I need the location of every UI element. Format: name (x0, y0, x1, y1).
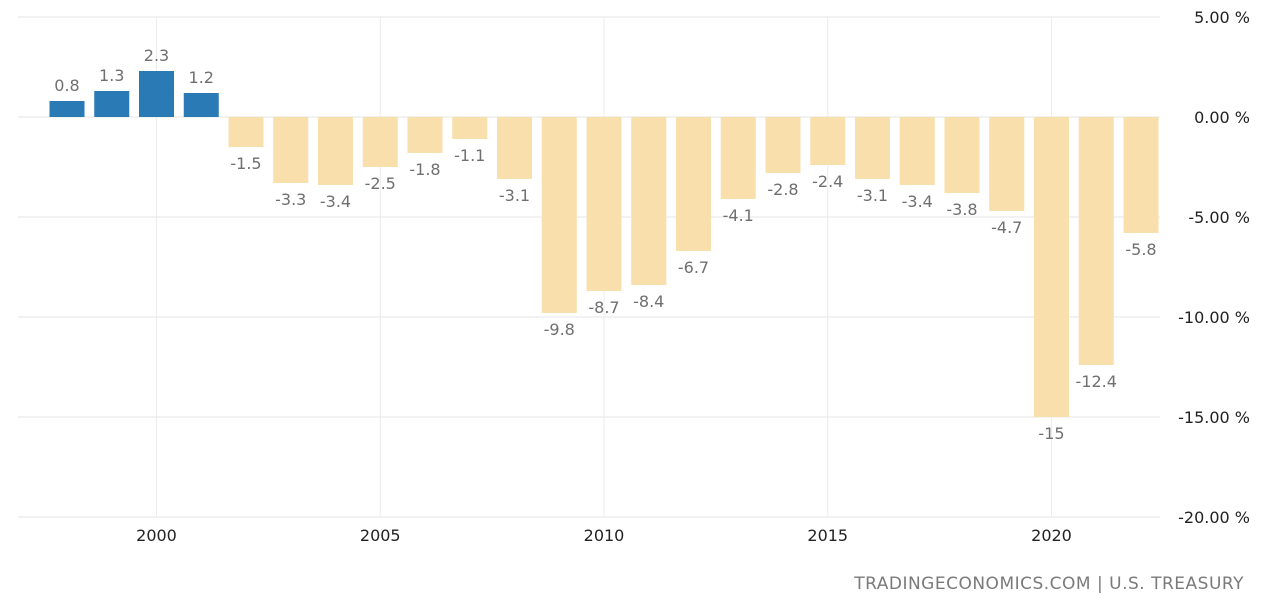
bar-1998 (49, 101, 85, 117)
data-label-2014: -2.8 (767, 180, 798, 199)
bar-2014 (765, 117, 801, 173)
data-label-2012: -6.7 (678, 258, 709, 277)
bar-2016 (855, 117, 890, 179)
data-label-2020: -15 (1038, 424, 1064, 443)
data-label-1999: 1.3 (99, 66, 124, 85)
bar-2012 (676, 117, 711, 251)
data-label-2005: -2.5 (365, 174, 396, 193)
data-label-2018: -3.8 (946, 200, 977, 219)
data-label-2011: -8.4 (633, 292, 664, 311)
x-tick-label: 2020 (1031, 526, 1072, 545)
bar-2006 (407, 117, 443, 153)
bar-2001 (183, 93, 219, 117)
bar-2019 (989, 117, 1025, 211)
y-tick-label: 0.00 % (1194, 108, 1250, 127)
bar-2010 (586, 117, 622, 291)
bar-2008 (497, 117, 532, 179)
source-credit: TRADINGECONOMICS.COM | U.S. TREASURY (854, 574, 1244, 594)
bar-2003 (273, 117, 309, 183)
bar-2021 (1078, 117, 1114, 365)
data-labels: 0.8 1.3 2.3 1.2 -1.5 -3.3 -3.4 -2.5 -1.8 -1.1 -3.1… (54, 46, 1156, 443)
data-label-2013: -4.1 (723, 206, 754, 225)
data-label-2008: -3.1 (499, 186, 530, 205)
bar-2020 (1034, 117, 1069, 417)
x-tick-label: 2000 (136, 526, 177, 545)
bar-2005 (362, 117, 398, 167)
bar-2000 (139, 71, 174, 117)
data-label-2017: -3.4 (902, 192, 933, 211)
bar-2017 (899, 117, 935, 185)
bars (49, 71, 1159, 417)
data-label-2019: -4.7 (991, 218, 1022, 237)
data-label-2022: -5.8 (1125, 240, 1156, 259)
data-label-2004: -3.4 (320, 192, 351, 211)
data-label-2015: -2.4 (812, 172, 843, 191)
data-label-2002: -1.5 (230, 154, 261, 173)
bar-2018 (944, 117, 980, 193)
bar-2011 (631, 117, 667, 285)
data-label-1998: 0.8 (54, 76, 79, 95)
y-axis-ticks: 5.00 % 0.00 % -5.00 % -10.00 % -15.00 % -20.0… (1178, 8, 1250, 527)
data-label-2007: -1.1 (454, 146, 485, 165)
bar-2007 (452, 117, 488, 139)
x-tick-label: 2010 (584, 526, 625, 545)
bar-1999 (94, 91, 130, 117)
bar-2004 (318, 117, 353, 185)
bar-2013 (720, 117, 756, 199)
y-tick-label: -10.00 % (1178, 308, 1250, 327)
data-label-2000: 2.3 (144, 46, 169, 65)
x-tick-label: 2015 (807, 526, 848, 545)
data-label-2003: -3.3 (275, 190, 306, 209)
data-label-2010: -8.7 (588, 298, 619, 317)
data-label-2006: -1.8 (409, 160, 440, 179)
data-label-2001: 1.2 (189, 68, 214, 87)
bar-2009 (541, 117, 577, 313)
y-tick-label: 5.00 % (1194, 8, 1250, 27)
bar-2015 (810, 117, 846, 165)
x-axis-ticks: 2000 2005 2010 2015 2020 (136, 526, 1072, 545)
y-tick-label: -15.00 % (1178, 408, 1250, 427)
y-tick-label: -20.00 % (1178, 508, 1250, 527)
data-label-2021: -12.4 (1076, 372, 1117, 391)
data-label-2016: -3.1 (857, 186, 888, 205)
y-tick-label: -5.00 % (1188, 208, 1250, 227)
bar-2022 (1123, 117, 1159, 233)
x-tick-label: 2005 (360, 526, 401, 545)
bar-2002 (228, 117, 264, 147)
data-label-2009: -9.8 (544, 320, 575, 339)
